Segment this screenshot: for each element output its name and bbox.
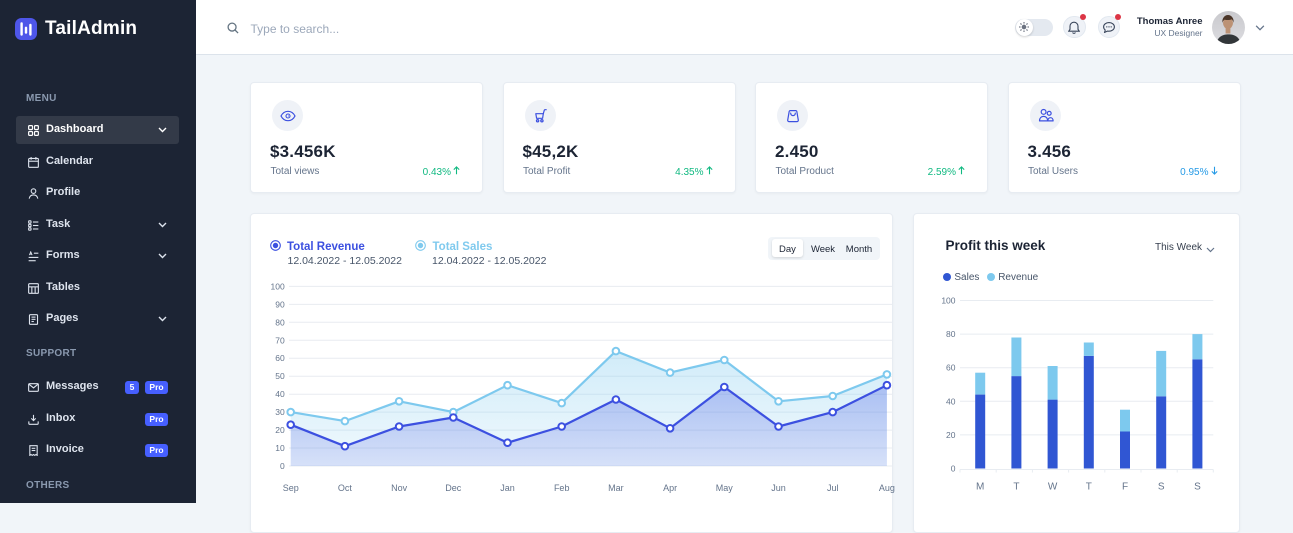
svg-text:0: 0	[951, 464, 956, 474]
svg-text:S: S	[1158, 482, 1165, 493]
svg-text:T: T	[1013, 482, 1019, 493]
svg-text:F: F	[1122, 482, 1128, 493]
svg-text:0: 0	[280, 461, 285, 471]
svg-text:20: 20	[275, 425, 285, 435]
svg-text:M: M	[976, 482, 984, 493]
svg-text:Jun: Jun	[771, 483, 786, 493]
svg-text:10: 10	[275, 443, 285, 453]
svg-text:100: 100	[941, 296, 955, 306]
svg-text:Jan: Jan	[500, 483, 515, 493]
svg-text:80: 80	[275, 317, 285, 327]
svg-text:May: May	[716, 483, 734, 493]
svg-text:50: 50	[275, 371, 285, 381]
svg-text:40: 40	[946, 396, 956, 406]
svg-text:Feb: Feb	[554, 483, 570, 493]
svg-text:Apr: Apr	[663, 483, 677, 493]
svg-text:Aug: Aug	[879, 483, 895, 493]
svg-text:W: W	[1048, 482, 1058, 493]
svg-text:Mar: Mar	[608, 483, 624, 493]
svg-text:Dec: Dec	[445, 483, 462, 493]
svg-text:S: S	[1194, 482, 1201, 493]
svg-text:100: 100	[271, 281, 285, 291]
svg-text:70: 70	[275, 335, 285, 345]
svg-text:Sep: Sep	[283, 483, 299, 493]
svg-text:Oct: Oct	[338, 483, 353, 493]
svg-text:T: T	[1086, 482, 1092, 493]
svg-text:40: 40	[275, 389, 285, 399]
svg-text:90: 90	[275, 299, 285, 309]
svg-text:60: 60	[946, 363, 956, 373]
svg-text:20: 20	[946, 430, 956, 440]
svg-text:80: 80	[946, 329, 956, 339]
svg-text:30: 30	[275, 407, 285, 417]
svg-text:60: 60	[275, 353, 285, 363]
svg-text:Jul: Jul	[827, 483, 839, 493]
svg-text:Nov: Nov	[391, 483, 408, 493]
